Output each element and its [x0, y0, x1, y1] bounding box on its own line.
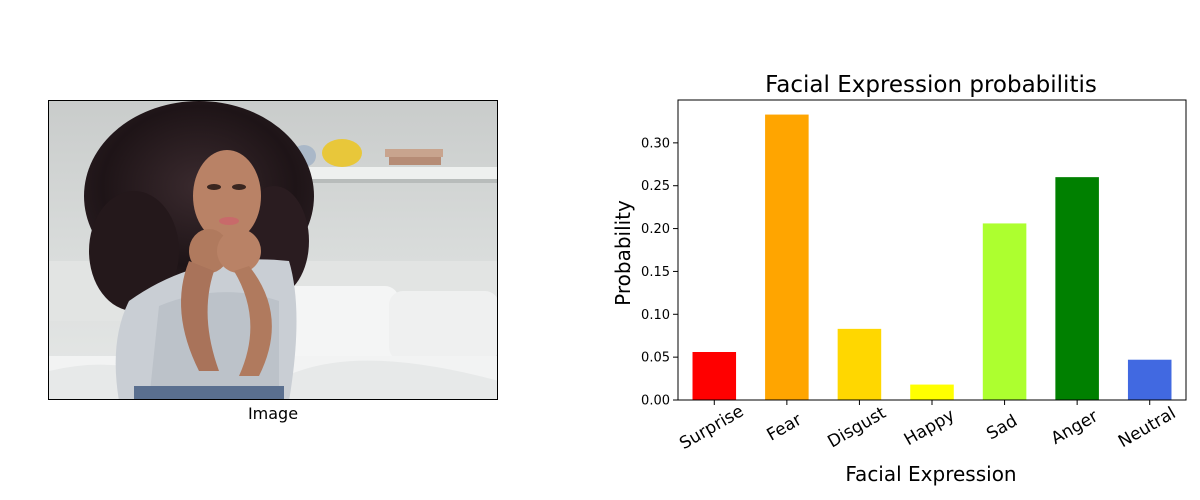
x-tick-label-surprise: Surprise: [676, 401, 747, 454]
photo-caption: Image: [247, 404, 299, 423]
plot-area: 0.00 0.05 0.10 0.15 0.20 0.25 0.30 Surprise Fear…: [641, 114, 1179, 454]
x-tick-label-sad: Sad: [983, 411, 1021, 444]
photo-panel: [48, 100, 498, 400]
bar-surprise: [692, 352, 737, 400]
y-tick-label: 0.30: [641, 136, 670, 151]
y-tick-label: 0.00: [641, 394, 670, 409]
bar-anger: [1055, 177, 1099, 400]
y-tick-label: 0.05: [641, 351, 670, 366]
bar-neutral: [1127, 359, 1172, 400]
bar-disgust: [837, 328, 882, 400]
bar-sad: [982, 223, 1027, 400]
bar-happy: [910, 384, 954, 400]
bar-fear: [765, 114, 809, 401]
x-tick-label-neutral: Neutral: [1115, 403, 1179, 452]
y-axis-title: Probability: [611, 200, 635, 306]
portrait-photo: [49, 101, 497, 399]
x-tick-label-fear: Fear: [763, 410, 805, 446]
y-tick-label: 0.25: [641, 179, 670, 194]
x-tick-label-disgust: Disgust: [824, 403, 890, 452]
y-tick-label: 0.10: [641, 308, 670, 323]
plot-frame: [677, 99, 1187, 401]
y-tick-label: 0.20: [641, 222, 670, 237]
y-tick-label: 0.15: [641, 265, 670, 280]
x-tick-label-anger: Anger: [1048, 406, 1102, 449]
chart-title: Facial Expression probabilitis: [765, 72, 1097, 98]
x-axis-title: Facial Expression: [845, 462, 1016, 486]
x-tick-label-happy: Happy: [901, 405, 958, 450]
